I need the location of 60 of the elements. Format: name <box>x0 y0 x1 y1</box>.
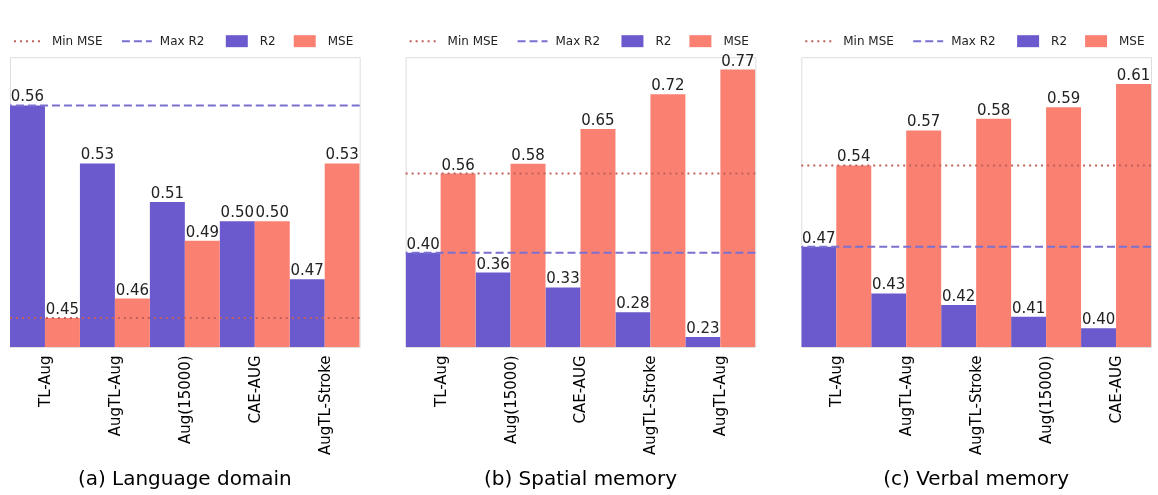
text: (b) Spatial memory <box>483 465 678 490</box>
data-label: 0.53 <box>325 145 359 164</box>
data-label: 0.40 <box>406 234 440 253</box>
data-label: 0.47 <box>290 261 324 280</box>
legend-label: R2 <box>1051 34 1068 49</box>
x-tick-label: AugTL-Aug <box>711 355 730 437</box>
data-label: 0.33 <box>546 269 580 288</box>
data-label: 0.46 <box>115 280 150 299</box>
text: (a) Language domain <box>77 465 292 490</box>
data-label: 0.50 <box>255 203 289 222</box>
legend-label: Min MSE <box>51 34 103 49</box>
legend-label: Min MSE <box>843 34 894 49</box>
x-tick-label: AugTL-Aug <box>105 355 124 437</box>
x-tick-label: Aug(15000) <box>175 355 194 444</box>
legend-label: R2 <box>259 34 276 49</box>
data-label: 0.45 <box>45 299 80 318</box>
legend-label: MSE <box>327 34 354 49</box>
data-label: 0.56 <box>10 87 45 106</box>
x-tick-label: TL-Aug <box>35 355 54 408</box>
legend-label: R2 <box>655 34 672 49</box>
data-label: 0.77 <box>721 51 755 70</box>
legend-label: Min MSE <box>447 34 499 49</box>
legend-label: Max R2 <box>159 34 205 49</box>
legend-label: MSE <box>1119 34 1145 49</box>
data-label: 0.72 <box>651 76 685 95</box>
data-label: 0.36 <box>476 254 510 273</box>
legend-label: MSE <box>723 34 749 49</box>
x-tick-label: AugTL-Stroke <box>315 355 334 455</box>
data-label: 0.53 <box>80 145 115 164</box>
x-tick-label: AugTL-Stroke <box>967 355 986 455</box>
data-label: 0.59 <box>1046 89 1081 108</box>
legend-label: Max R2 <box>555 34 600 49</box>
text: (c) Verbal memory <box>883 465 1070 490</box>
data-label: 0.49 <box>185 222 219 241</box>
data-label: 0.50 <box>220 203 254 222</box>
data-label: 0.58 <box>511 145 545 164</box>
data-label: 0.40 <box>1081 310 1116 329</box>
data-label: 0.61 <box>1116 65 1151 84</box>
x-tick-label: AugTL-Aug <box>897 355 916 437</box>
x-tick-label: CAE-AUG <box>571 355 590 424</box>
data-label: 0.51 <box>150 184 185 203</box>
data-label: 0.42 <box>942 287 976 306</box>
data-label: 0.41 <box>1011 298 1046 317</box>
data-label: 0.58 <box>976 100 1011 119</box>
data-label: 0.65 <box>581 110 615 129</box>
x-tick-label: TL-Aug <box>827 355 846 408</box>
legend-label: Max R2 <box>951 34 996 49</box>
x-tick-label: CAE-AUG <box>245 355 264 424</box>
data-label: 0.23 <box>686 319 720 338</box>
data-label: 0.47 <box>802 228 836 247</box>
data-label: 0.43 <box>872 275 906 294</box>
data-label: 0.56 <box>441 155 475 174</box>
x-tick-label: CAE-AUG <box>1107 355 1126 424</box>
data-label: 0.57 <box>907 112 941 131</box>
data-label: 0.54 <box>837 147 871 166</box>
x-tick-label: TL-Aug <box>431 355 450 408</box>
x-tick-label: AugTL-Stroke <box>641 355 660 455</box>
x-tick-label: Aug(15000) <box>501 355 520 444</box>
data-label: 0.28 <box>616 294 650 313</box>
x-tick-label: Aug(15000) <box>1037 355 1056 444</box>
